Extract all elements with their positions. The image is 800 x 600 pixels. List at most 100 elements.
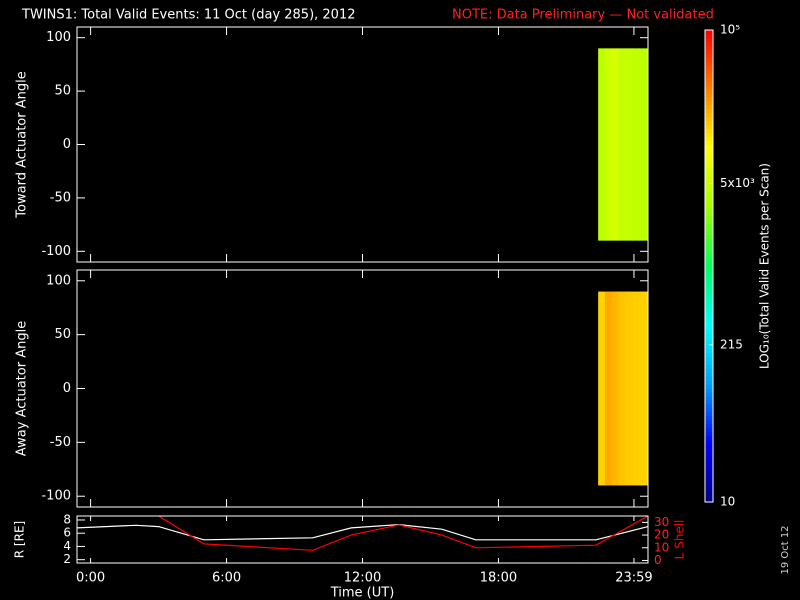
colorbar-step — [705, 128, 713, 133]
y2-tick-label: 10 — [654, 540, 669, 554]
colorbar-step — [705, 45, 713, 51]
y-tick-label: 50 — [54, 327, 71, 342]
colorbar-step — [705, 199, 713, 204]
colorbar-step — [705, 305, 713, 310]
heatmap-cell — [598, 291, 606, 486]
colorbar-step — [705, 293, 713, 299]
colorbar-step — [705, 470, 713, 476]
colorbar-step — [705, 462, 713, 468]
colorbar-step — [705, 183, 713, 188]
colorbar-step — [705, 163, 713, 169]
y-tick-label: 100 — [46, 273, 71, 288]
y-axis-label: R [RE] — [13, 521, 27, 558]
colorbar-step — [705, 384, 713, 389]
colorbar-step — [705, 336, 713, 342]
colorbar-step — [705, 297, 713, 302]
colorbar-step — [705, 486, 713, 491]
colorbar-step — [705, 187, 713, 192]
x-tick-label: 12:00 — [344, 571, 381, 586]
heatmap-cell — [618, 48, 626, 241]
colorbar-step — [705, 439, 713, 444]
colorbar-step — [705, 474, 713, 479]
colorbar-step — [705, 415, 713, 420]
colorbar-step — [705, 203, 713, 208]
colorbar-label: LOG₁₀(Total Valid Events per Scan) — [758, 163, 772, 369]
colorbar-step — [705, 258, 713, 263]
colorbar-tick-label: 215 — [720, 337, 743, 351]
y2-tick-label: 30 — [654, 515, 669, 529]
line-series — [76, 523, 649, 541]
colorbar-step — [705, 454, 713, 460]
colorbar-step — [705, 33, 713, 39]
x-tick-label: 0:00 — [76, 571, 105, 586]
heatmap-cell — [638, 48, 649, 241]
colorbar-step — [705, 222, 713, 228]
colorbar-step — [705, 325, 713, 330]
colorbar-step — [705, 419, 713, 424]
colorbar-step — [705, 234, 713, 240]
colorbar-step — [705, 498, 713, 503]
colorbar-step — [705, 391, 713, 397]
colorbar-step — [705, 132, 713, 137]
y-tick-label: 2 — [63, 552, 71, 566]
heatmap-cell — [625, 291, 633, 486]
colorbar-step — [705, 57, 713, 63]
colorbar-step — [705, 423, 713, 428]
heatmap-cell — [632, 291, 640, 486]
colorbar-step — [705, 443, 713, 448]
colorbar-step — [705, 230, 713, 236]
date-stamp: 19 Oct 12 — [780, 525, 791, 574]
y-tick-label: 6 — [63, 526, 71, 540]
colorbar-step — [705, 104, 713, 110]
colorbar-step — [705, 494, 713, 499]
colorbar-step — [705, 344, 713, 350]
colorbar-step — [705, 144, 713, 149]
y-tick-label: 100 — [46, 30, 71, 45]
colorbar-step — [705, 313, 713, 318]
colorbar-step — [705, 53, 713, 59]
colorbar-step — [705, 151, 713, 157]
colorbar-step — [705, 238, 713, 243]
colorbar-step — [705, 214, 713, 220]
colorbar-step — [705, 171, 713, 177]
colorbar-step — [705, 159, 713, 165]
colorbar-step — [705, 360, 713, 365]
colorbar-tick-label: 5x10³ — [720, 176, 755, 190]
colorbar-step — [705, 195, 713, 200]
colorbar-step — [705, 226, 713, 232]
colorbar-step — [705, 242, 713, 247]
heatmap-cell — [625, 48, 633, 241]
colorbar-step — [705, 273, 713, 279]
heatmap-cell — [638, 291, 649, 486]
colorbar-step — [705, 96, 713, 102]
colorbar-step — [705, 254, 713, 259]
colorbar-step — [705, 482, 713, 487]
colorbar-step — [705, 301, 713, 306]
y-tick-label: -50 — [50, 190, 71, 205]
colorbar-step — [705, 466, 713, 472]
colorbar-step — [705, 478, 713, 483]
colorbar-step — [705, 309, 713, 314]
colorbar-step — [705, 431, 713, 436]
colorbar-step — [705, 407, 713, 413]
colorbar-step — [705, 387, 713, 393]
colorbar-step — [705, 89, 713, 94]
colorbar-step — [705, 85, 713, 90]
y-tick-label: 0 — [63, 381, 71, 396]
colorbar-step — [705, 175, 713, 181]
x-tick-label: 23:59 — [615, 571, 652, 586]
colorbar-step — [705, 321, 713, 326]
colorbar-step — [705, 403, 713, 409]
colorbar-step — [705, 352, 713, 358]
colorbar-step — [705, 411, 713, 417]
colorbar-step — [705, 285, 713, 291]
colorbar-step — [705, 446, 713, 452]
colorbar-step — [705, 218, 713, 224]
colorbar-step — [705, 395, 713, 401]
colorbar-step — [705, 266, 713, 271]
colorbar-step — [705, 262, 713, 267]
colorbar-step — [705, 37, 713, 43]
y-axis-label: Away Actuator Angle — [15, 321, 30, 456]
colorbar-step — [705, 108, 713, 114]
